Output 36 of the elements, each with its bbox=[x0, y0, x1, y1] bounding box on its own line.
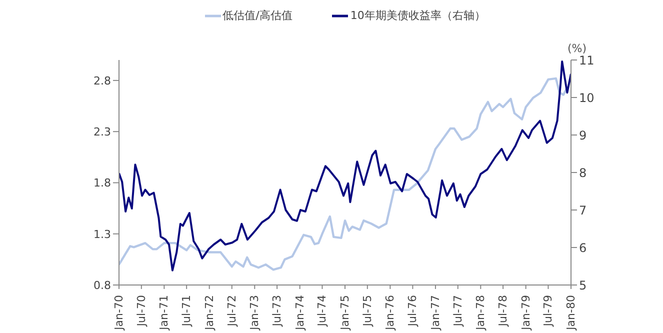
y-tick-label: 1.8 bbox=[94, 176, 111, 190]
y-tick-label: 0.8 bbox=[94, 278, 111, 292]
x-tick-label: Jul-73 bbox=[270, 295, 284, 328]
x-tick-label: Jan-80 bbox=[564, 295, 578, 331]
x-tick-label: Jan-73 bbox=[248, 295, 262, 331]
y2-tick-label: 9 bbox=[579, 128, 587, 142]
x-tick-label: Jan-71 bbox=[158, 295, 171, 331]
x-tick-label: Jul-74 bbox=[316, 295, 329, 328]
x-tick-label: Jan-72 bbox=[202, 295, 216, 331]
x-tick-label: Jul-76 bbox=[406, 295, 420, 328]
x-tick-label: Jul-75 bbox=[360, 295, 374, 328]
legend-label: 低估值/高估值 bbox=[222, 8, 292, 23]
x-tick-label: Jul-79 bbox=[542, 295, 555, 328]
y2-tick-label: 8 bbox=[579, 166, 587, 180]
y-tick-label: 1.3 bbox=[94, 228, 111, 241]
y2-tick-label: 5 bbox=[579, 278, 587, 292]
x-tick-label: Jul-72 bbox=[225, 295, 238, 328]
x-tick-label: Jul-78 bbox=[496, 295, 510, 328]
y-tick-label: 2.8 bbox=[94, 74, 111, 88]
y2-tick-label: 10 bbox=[579, 90, 594, 105]
x-tick-label: Jan-78 bbox=[474, 295, 488, 331]
y2-tick-label: 6 bbox=[579, 240, 587, 255]
x-tick-label: Jan-76 bbox=[384, 295, 397, 331]
x-tick-label: Jul-71 bbox=[180, 295, 194, 328]
y-tick-label: 2.3 bbox=[94, 125, 111, 138]
x-tick-label: Jan-74 bbox=[293, 295, 306, 331]
x-tick-label: Jul-77 bbox=[451, 295, 464, 328]
x-tick-label: Jan-70 bbox=[112, 295, 126, 331]
x-tick-label: Jan-77 bbox=[428, 295, 442, 331]
y2-tick-label: 7 bbox=[579, 203, 587, 218]
x-tick-label: Jan-79 bbox=[519, 295, 532, 331]
y2-axis-title: (%) bbox=[567, 42, 587, 55]
y2-tick-label: 11 bbox=[579, 53, 594, 68]
legend-label: 10年期美债收益率（右轴） bbox=[350, 8, 486, 23]
x-tick-label: Jan-75 bbox=[338, 295, 352, 331]
x-tick-label: Jul-70 bbox=[134, 295, 148, 328]
